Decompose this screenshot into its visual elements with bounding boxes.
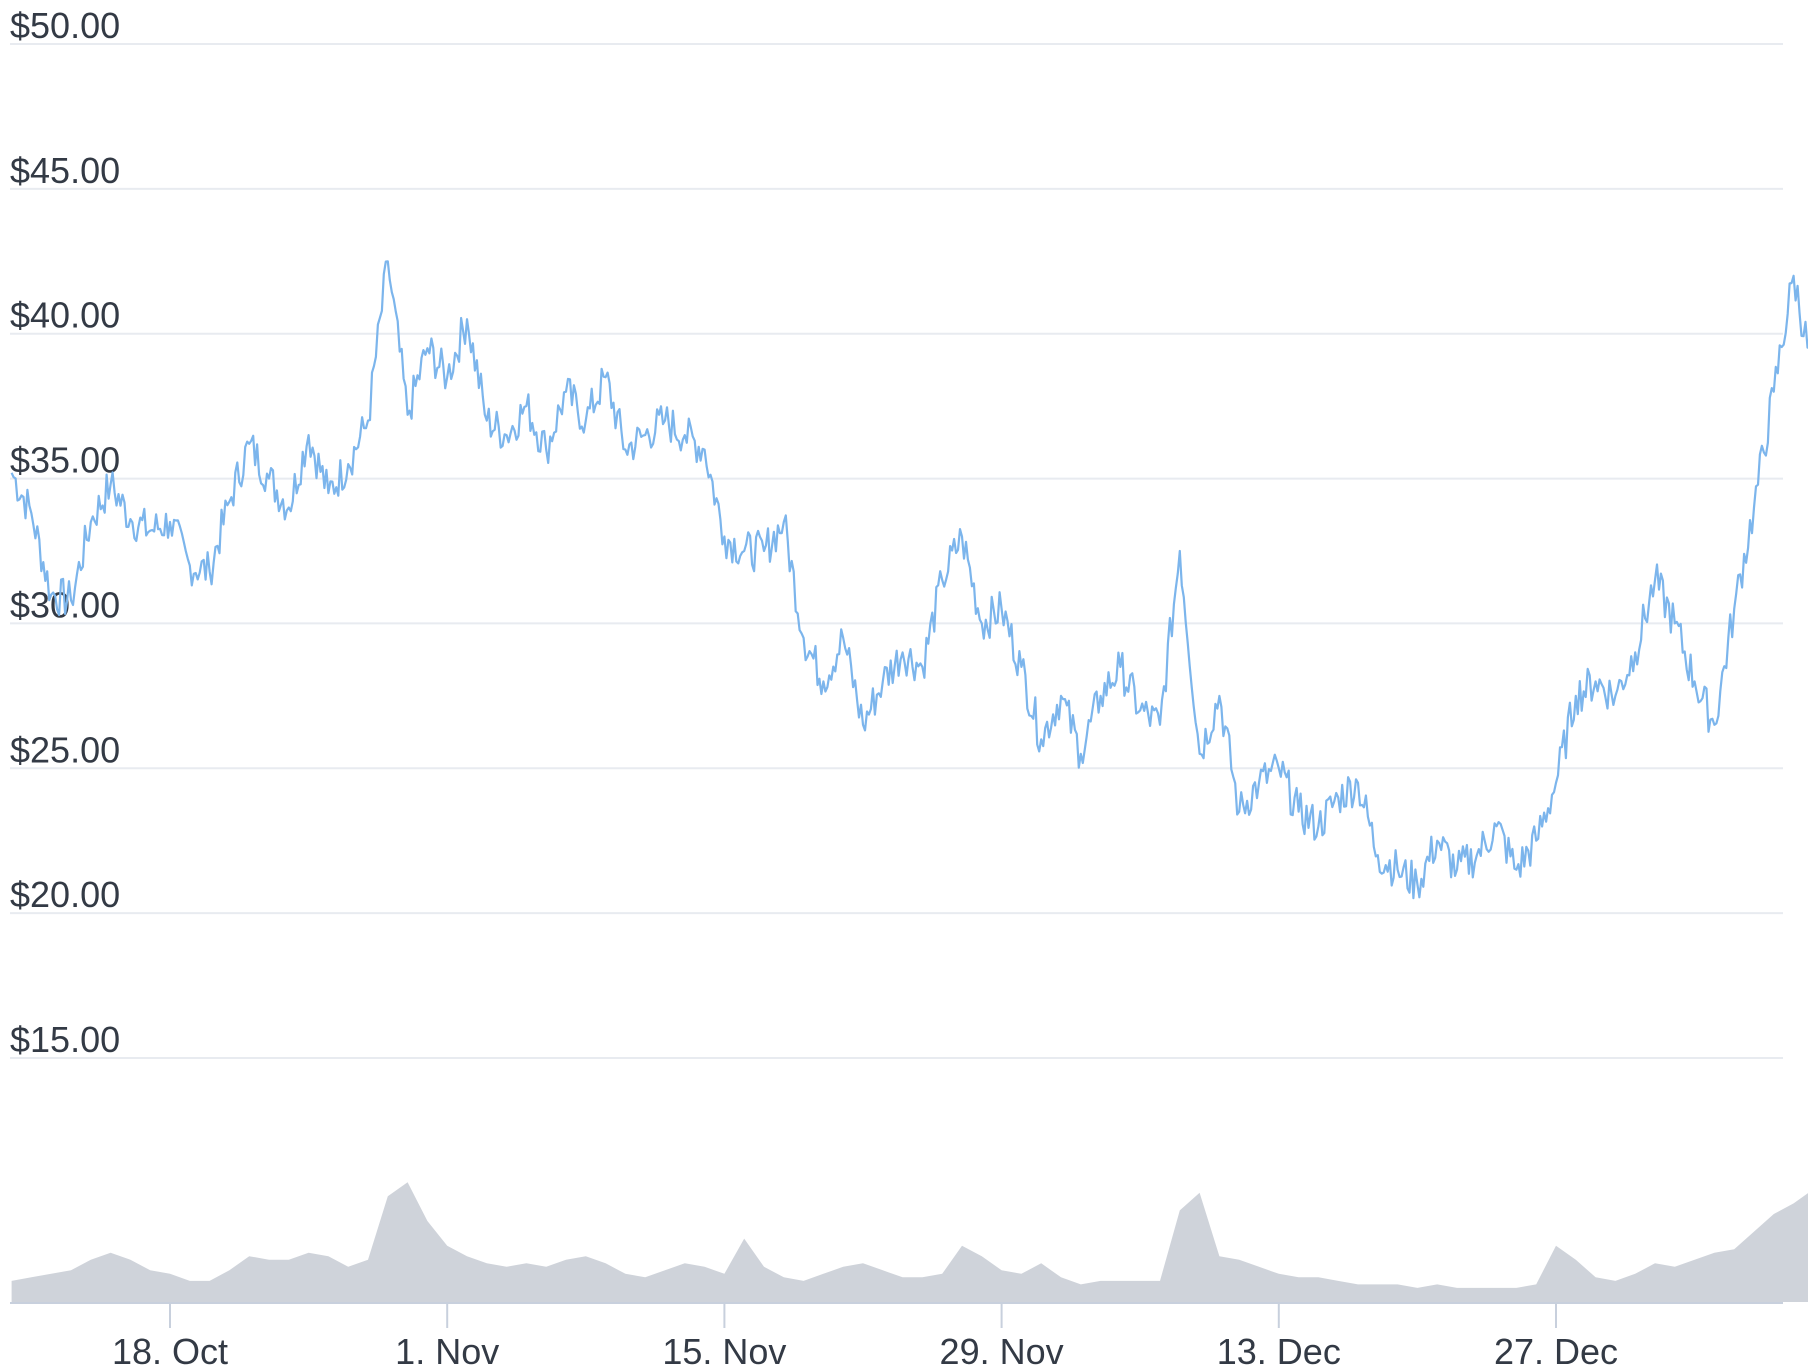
- y-tick-label: $45.00: [10, 150, 120, 191]
- x-tick-label: 27. Dec: [1494, 1331, 1618, 1372]
- x-tick-label: 1. Nov: [395, 1331, 499, 1372]
- y-tick-label: $25.00: [10, 729, 120, 770]
- y-tick-label: $15.00: [10, 1019, 120, 1060]
- x-axis: 18. Oct 1. Nov 15. Nov 29. Nov 13. Dec 27. De…: [10, 1302, 1783, 1372]
- y-tick-label: $50.00: [10, 5, 120, 46]
- volume-series: [11, 1182, 1808, 1302]
- x-tick-label: 18. Oct: [112, 1331, 228, 1372]
- price-line: [10, 260, 1808, 900]
- x-tick-label: 29. Nov: [940, 1331, 1064, 1372]
- x-tick-label: 13. Dec: [1217, 1331, 1341, 1372]
- x-tick-label: 15. Nov: [662, 1331, 786, 1372]
- y-tick-label: $40.00: [10, 295, 120, 336]
- gridlines: [10, 43, 1783, 1059]
- y-tick-label: $35.00: [10, 440, 120, 481]
- volume-area: [11, 1182, 1808, 1302]
- price-series: [10, 260, 1808, 900]
- y-axis-labels: $15.00$20.00$25.00$30.00$35.00$40.00$45.…: [10, 5, 120, 1060]
- y-tick-label: $20.00: [10, 874, 120, 915]
